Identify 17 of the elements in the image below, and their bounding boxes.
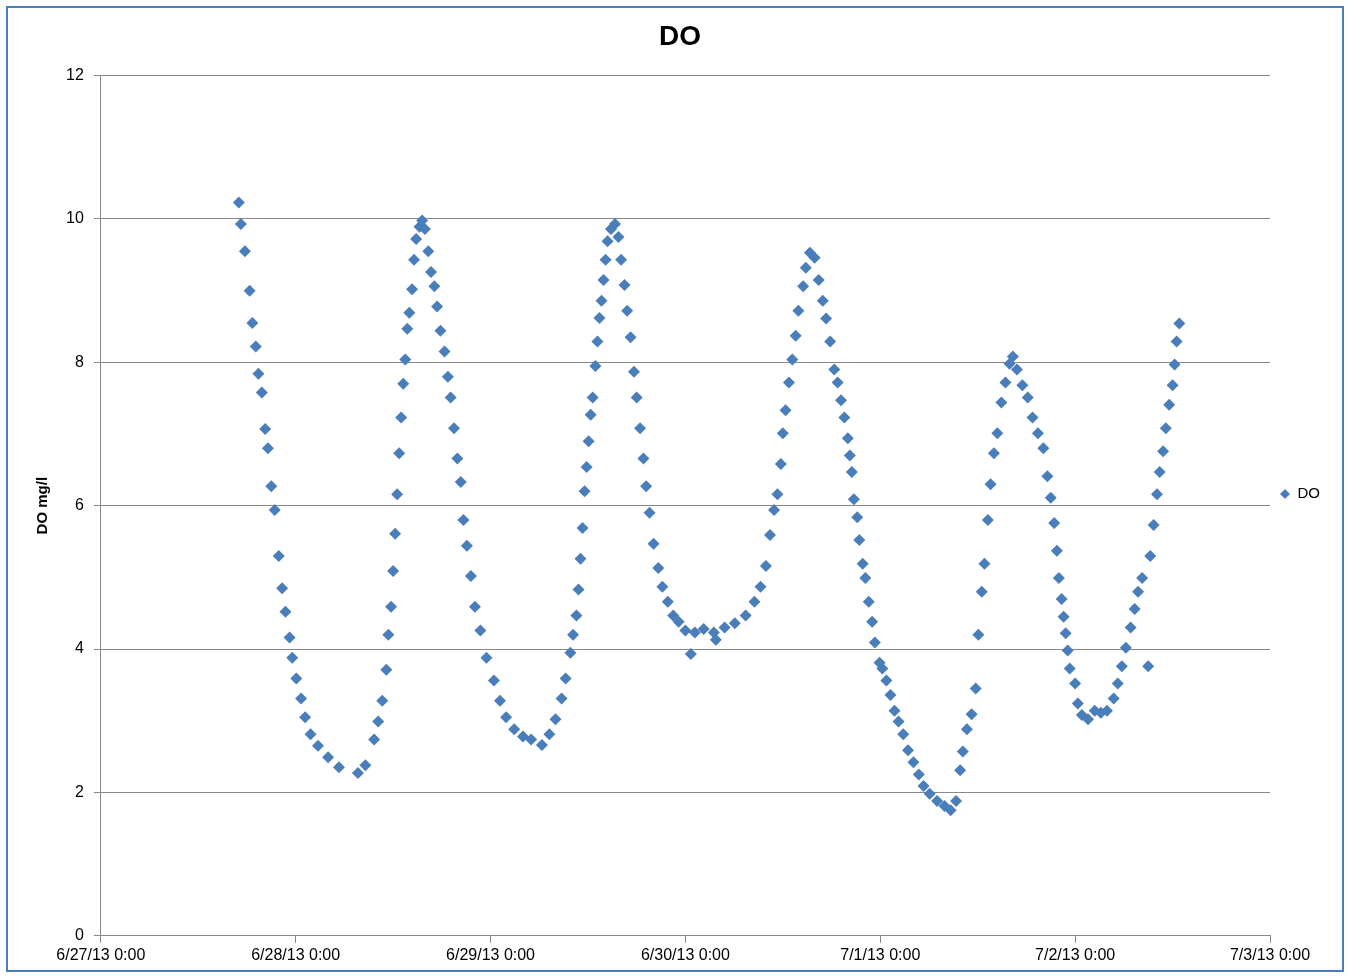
x-tick-label: 6/28/13 0:00 <box>251 945 341 963</box>
x-tick-label: 7/2/13 0:00 <box>1035 945 1116 963</box>
y-tick-label: 10 <box>66 209 84 227</box>
y-tick-label: 8 <box>74 352 84 370</box>
x-tick-label: 7/3/13 0:00 <box>1229 945 1311 963</box>
x-tick-label: 6/27/13 0:00 <box>56 945 146 963</box>
chart-title: DO <box>659 19 701 51</box>
y-tick-label: 4 <box>74 639 84 657</box>
y-tick-label: 12 <box>66 66 84 84</box>
legend-label: DO <box>1297 484 1320 502</box>
y-tick-label: 2 <box>74 782 84 800</box>
x-tick-label: 7/1/13 0:00 <box>840 945 921 963</box>
x-tick-label: 6/30/13 0:00 <box>640 945 730 963</box>
y-axis-title: DO mg/l <box>33 476 51 535</box>
y-tick-label: 0 <box>74 926 84 944</box>
y-tick-label: 6 <box>74 496 84 514</box>
x-tick-label: 6/29/13 0:00 <box>446 945 536 963</box>
